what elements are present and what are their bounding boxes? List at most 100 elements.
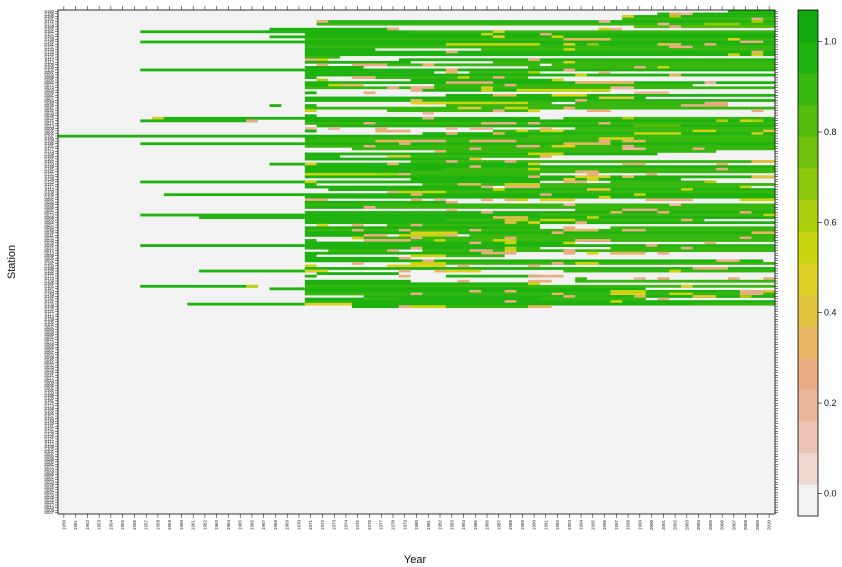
heatmap-cell [304,73,775,77]
y-tick-label: S177 [44,146,54,151]
heatmap-cell [716,259,740,263]
y-tick-label: S081 [44,207,54,212]
heatmap-cell [504,221,517,225]
colorbar-swatch [798,389,818,422]
heatmap-cell [739,119,752,123]
y-tick-label: S009 [44,253,54,258]
y-tick-label: S049 [44,100,54,105]
colorbar-swatch [798,421,818,454]
y-tick-label: S013 [44,123,54,128]
heatmap-cell [598,139,611,143]
y-tick-label: S173 [44,276,54,281]
heatmap-cell [586,109,611,113]
heatmap-cell [351,63,388,67]
y-tick-label: S149 [44,164,54,169]
y-tick-label: S081 [44,80,54,85]
heatmap-cell [504,246,517,250]
heatmap-cell [304,302,352,306]
heatmap-cell [304,284,775,288]
y-tick-label: S165 [44,154,54,159]
heatmap-cell [716,119,728,123]
heatmap-cell [539,213,775,217]
heatmap-cell [575,81,634,85]
heatmap-cell [422,116,435,120]
heatmap-cell [469,228,482,232]
heatmap-cell [269,104,282,107]
heatmap-cell [692,295,717,298]
heatmap-cell [563,60,576,64]
heatmap-cell [727,277,740,281]
heatmap-cell [622,17,775,21]
heatmap-cell [304,66,364,69]
heatmap-cell [528,221,540,225]
heatmap-cell [539,193,552,197]
heatmap-cell [704,43,717,46]
heatmap-cell [539,32,552,36]
heatmap-cell [363,239,411,242]
y-tick-label: S037 [44,235,54,240]
colorbar-swatch [798,231,818,264]
y-tick-label: S185 [44,268,54,273]
heatmap-cell [763,290,775,293]
y-tick-label: S021 [44,373,54,378]
y-tick-label: S053 [44,480,54,485]
heatmap-cell [481,122,517,125]
heatmap-cell [633,193,646,197]
heatmap-cell [469,249,493,253]
heatmap-cell [304,99,775,102]
x-tick-label: 1980 [414,520,419,531]
heatmap-cell [269,287,305,291]
y-tick-label: S173 [44,403,54,408]
heatmap-cell [398,234,458,237]
x-tick-label: 1981 [426,520,431,531]
heatmap-cell [304,142,775,146]
heatmap-cell [727,53,740,57]
heatmap-cell [387,129,411,133]
heatmap-cell [304,109,317,113]
heatmap-cell [328,188,775,191]
x-tick-label: 1970 [296,520,301,531]
heatmap-cell [304,213,540,217]
x-tick-label: 1960 [179,520,184,531]
y-tick-label: S005 [44,383,54,388]
heatmap-cell [610,251,646,255]
heatmap-cell [504,198,517,202]
colorbar-swatch [798,136,818,169]
heatmap-cell [622,116,634,120]
heatmap-cell [598,195,611,199]
heatmap-cell [528,162,540,166]
y-tick-label: S189 [44,393,54,398]
colorbar-swatch [798,294,818,327]
heatmap-cell [504,83,517,87]
heatmap-cell [304,292,775,296]
heatmap-cell [727,10,775,13]
y-tick-label: S153 [44,416,54,421]
x-tick-label: 2000 [649,520,654,531]
y-tick-label: S085 [44,205,54,210]
y-tick-label: S125 [44,307,54,312]
heatmap-cell [610,300,623,303]
heatmap-cell [575,208,775,212]
y-tick-label: S037 [44,490,54,495]
heatmap-cell [575,277,587,281]
y-tick-label: S025 [44,243,54,248]
heatmap-cell [575,101,717,105]
heatmap-cell [304,122,775,125]
colorbar-swatch [798,73,818,106]
heatmap-cell [304,48,376,51]
y-tick-label: S133 [44,429,54,434]
y-tick-label: S113 [45,314,55,319]
heatmap-cell [304,183,317,186]
y-tick-label: S149 [44,419,54,424]
heatmap-cell [375,76,529,79]
heatmap-cell [716,12,775,16]
y-tick-label: S057 [44,95,54,100]
heatmap-cell [692,267,728,270]
y-tick-label: S077 [44,337,54,342]
y-tick-label: S133 [44,174,54,179]
heatmap-cell [199,269,317,273]
y-tick-label: S189 [44,139,54,144]
heatmap-cell [445,94,775,97]
x-tick-label: 1974 [343,520,348,531]
